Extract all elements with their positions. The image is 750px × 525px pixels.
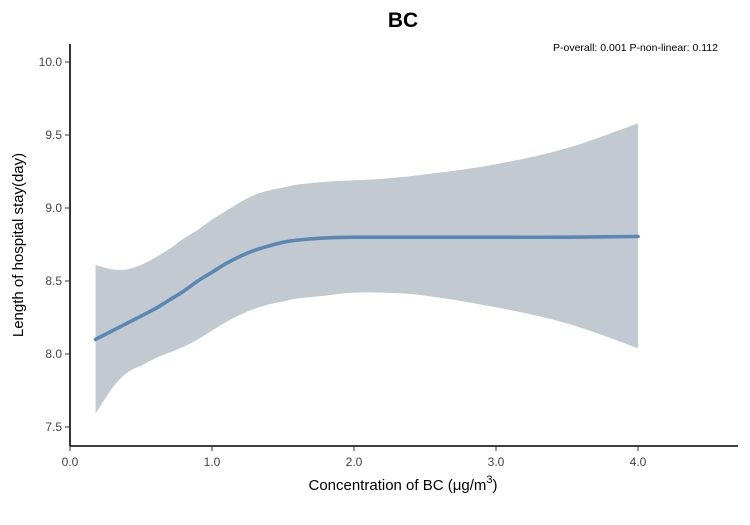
x-axis-label: Concentration of BC (μg/m3) xyxy=(308,474,497,494)
plot-area xyxy=(93,123,640,414)
x-tick-label: 1.0 xyxy=(204,455,221,469)
x-axis-label-close: ) xyxy=(493,477,498,494)
x-tick-label: 2.0 xyxy=(346,455,363,469)
y-tick-label: 10.0 xyxy=(39,55,63,69)
x-tick-label: 0.0 xyxy=(62,455,79,469)
y-axis: 7.5 8.0 8.5 9.0 9.5 10.0 xyxy=(39,55,70,434)
confidence-band xyxy=(95,123,638,414)
y-axis-label: Length of hospital stay(day) xyxy=(10,153,27,337)
y-tick-label: 8.5 xyxy=(45,274,62,288)
x-axis-label-superscript: 3 xyxy=(486,474,492,486)
x-tick-label: 3.0 xyxy=(488,455,505,469)
chart-title: BC xyxy=(388,9,418,32)
x-axis-label-main: Concentration of BC (μg/m xyxy=(308,477,486,494)
fitted-line xyxy=(93,234,640,342)
y-tick-label: 9.5 xyxy=(45,128,62,142)
y-tick-label: 9.0 xyxy=(45,201,62,215)
p-value-annotation: P-overall: 0.001 P-non-linear: 0.112 xyxy=(553,42,718,54)
x-tick-label: 4.0 xyxy=(630,455,647,469)
y-tick-label: 8.0 xyxy=(45,347,62,361)
y-tick-label: 7.5 xyxy=(45,420,62,434)
x-axis: 0.0 1.0 2.0 3.0 4.0 xyxy=(62,446,647,469)
